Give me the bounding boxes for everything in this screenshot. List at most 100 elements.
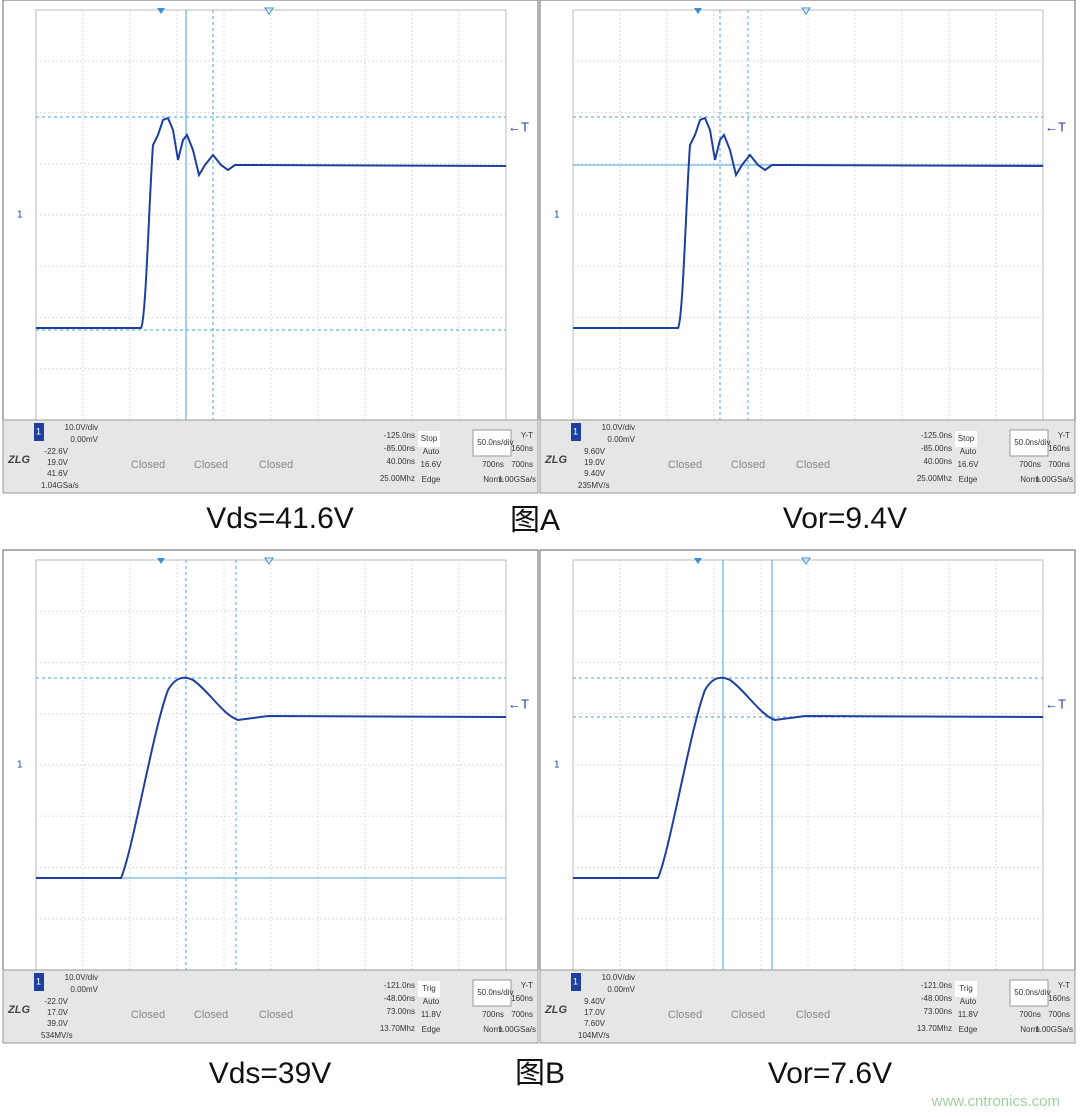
status-text: 50.0 [477,438,493,447]
timebase-box [1009,429,1049,457]
status-text: Edge [422,1025,441,1034]
closed-label: Closed [194,459,228,471]
status-text: -121.0ns [921,981,952,990]
channel-marker: 1 [554,760,560,771]
trigger-pos [801,7,811,15]
status-text: 50.0 [1014,438,1030,447]
closed-label: Closed [731,459,765,471]
caption: Vds=41.6V [206,502,354,535]
status-text: Stop [958,434,975,443]
channel-box [34,423,44,441]
status-text: -121.0ns [384,981,415,990]
channel-box [34,973,44,991]
status-text: Edge [959,1025,978,1034]
timebase-box [1009,979,1049,1007]
status-text: -85.00ns [921,444,952,453]
trigger-pos [801,557,811,565]
status-bar [2,969,539,1044]
status-text: 700ns [482,1010,504,1019]
channel-marker: 1 [554,210,560,221]
status-text: 0.00mV [70,985,98,994]
channel-number: 1 [573,426,578,436]
closed-label: Closed [131,1009,165,1021]
status-text: 50.0 [477,988,493,997]
mode-box [418,981,440,997]
status-text: ns/div [493,438,514,447]
logo: ZLG [7,1004,30,1016]
status-text: 9.40V [584,997,606,1006]
status-text: 17.0V [47,1008,69,1017]
trigger-marker: ←T [1045,696,1066,711]
closed-label: Closed [796,459,830,471]
logo: ZLG [544,1004,567,1016]
status-text: 10.0V/div [602,423,635,432]
status-text: 700ns [1048,460,1070,469]
status-text: 160ns [1048,444,1070,453]
status-text: Stop [421,434,438,443]
status-text: Edge [422,475,441,484]
trigger-marker: ←T [508,696,529,711]
status-text: 19.0V [47,458,69,467]
watermark: www.cntronics.com [931,1093,1060,1110]
status-text: 700ns [482,460,504,469]
status-text: 25.00Mhz [380,474,415,483]
status-text: Norm [1020,1025,1040,1034]
status-bar [2,419,539,494]
status-text: -22.6V [44,447,68,456]
channel-box [571,423,581,441]
status-text: Y-T [521,981,533,990]
status-text: 160ns [511,444,533,453]
status-text: 9.40V [584,469,606,478]
status-text: 40.00ns [387,457,415,466]
figure-label: 图B [515,1057,565,1090]
status-text: Norm [1020,475,1040,484]
status-text: ns/div [1030,438,1051,447]
status-text: 0.00mV [70,435,98,444]
channel-number: 1 [36,976,41,986]
status-text: 73.00ns [387,1007,415,1016]
mode-box [418,431,440,447]
mode-box [955,981,977,997]
waveform [36,116,507,329]
status-text: Auto [423,997,440,1006]
status-text: 700ns [511,460,533,469]
closed-label: Closed [194,1009,228,1021]
status-text: 700ns [1019,460,1041,469]
status-text: -48.00ns [384,994,415,1003]
scope-panel: ←T 1 ZLG 1 10.0V/div 0.00mV-22.0V 17.0V 39.0V 53… [2,549,539,1044]
channel-marker: 1 [17,760,23,771]
status-text: -125.0ns [921,431,952,440]
status-text: 104MV/s [578,1031,610,1040]
status-text: 0.00mV [607,985,635,994]
status-text: Y-T [521,431,533,440]
status-text: 10.0V/div [65,423,98,432]
trigger-pos [264,7,274,15]
closed-label: Closed [668,459,702,471]
status-text: 73.00ns [924,1007,952,1016]
mode-box [955,431,977,447]
caption: Vor=9.4V [783,502,907,535]
waveform [573,676,1044,879]
status-text: 50.0 [1014,988,1030,997]
closed-label: Closed [796,1009,830,1021]
trigger-marker: ←T [508,119,529,134]
status-text: Norm [483,475,503,484]
status-text: 700ns [1048,1010,1070,1019]
channel-box [571,973,581,991]
trigger-pos [157,558,165,564]
status-bar [539,969,1076,1044]
status-text: 16.6V [958,460,980,469]
status-text: 1.00GSa/s [498,1025,536,1034]
status-text: 1.04GSa/s [41,481,79,490]
status-text: 40.00ns [924,457,952,466]
status-text: 11.8V [421,1010,442,1019]
status-text: 25.00Mhz [917,474,952,483]
status-text: 41.6V [47,469,69,478]
status-text: 10.0V/div [65,973,98,982]
trigger-pos [694,558,702,564]
status-text: 160ns [1048,994,1070,1003]
closed-label: Closed [731,1009,765,1021]
status-text: 534MV/s [41,1031,73,1040]
figure-label: 图A [510,504,560,537]
